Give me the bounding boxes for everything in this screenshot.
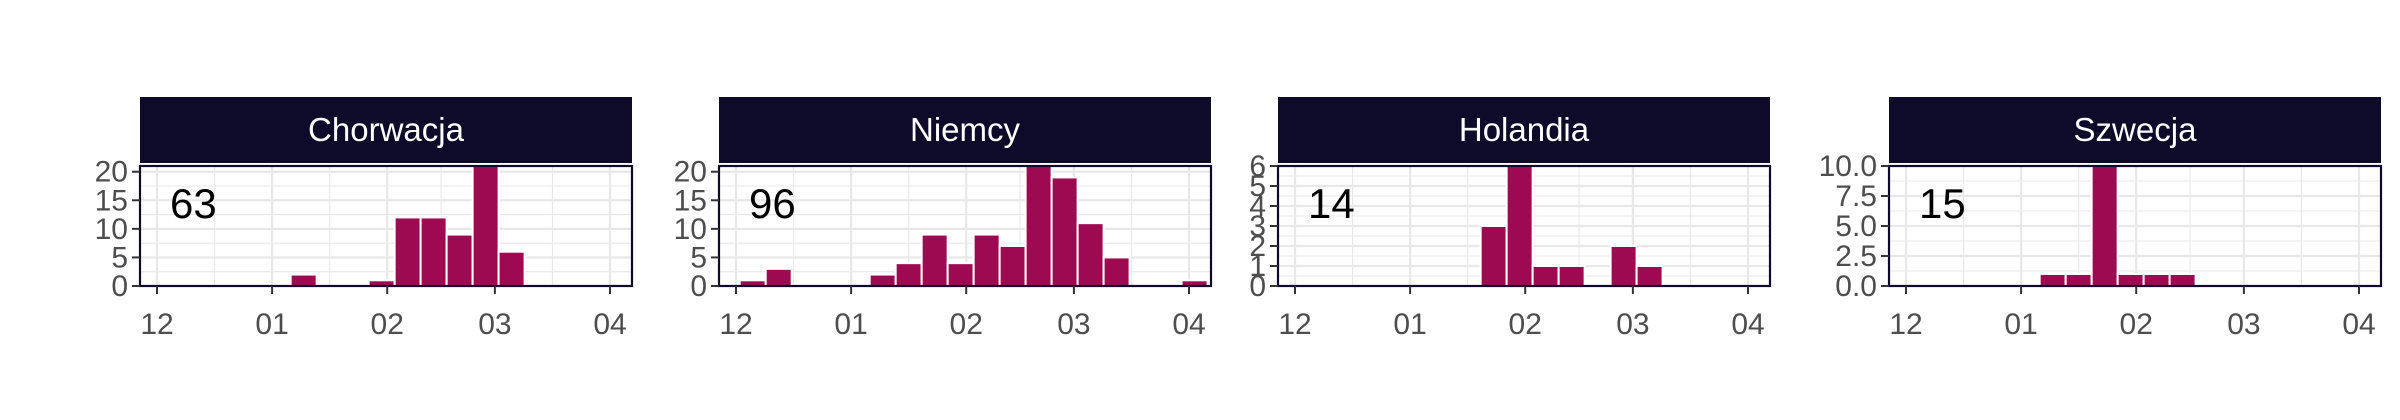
y-tick-label: 7.5 xyxy=(1835,180,1877,213)
x-tick-label: 02 xyxy=(1509,308,1542,341)
y-tick-label: 5 xyxy=(690,241,707,274)
grid-lines xyxy=(1278,166,1770,286)
bar-series xyxy=(1479,166,1664,286)
x-tick-label: 01 xyxy=(255,308,288,341)
x-tick-label: 12 xyxy=(719,308,752,341)
histogram-bar xyxy=(2116,273,2145,286)
y-tick-label: 1 xyxy=(1249,250,1266,283)
histogram-bar xyxy=(393,216,422,286)
x-tick-label: 01 xyxy=(834,308,867,341)
y-tick-label: 15 xyxy=(95,184,128,217)
y-tick-label: 6 xyxy=(1249,150,1266,183)
y-tick-label: 5 xyxy=(1249,170,1266,203)
y-tick-label: 4 xyxy=(1249,190,1266,223)
bar-series xyxy=(738,166,1209,286)
x-tick-label: 04 xyxy=(593,308,626,341)
histogram-bar xyxy=(1024,166,1053,286)
facet-strip xyxy=(719,97,1211,163)
x-tick-label: 04 xyxy=(1731,308,1764,341)
histogram-bar xyxy=(497,250,526,286)
y-tick-label: 20 xyxy=(95,156,128,189)
histogram-bar xyxy=(2064,273,2093,286)
x-tick-label: 01 xyxy=(2004,308,2037,341)
x-tick-label: 12 xyxy=(1278,308,1311,341)
count-label: 63 xyxy=(170,180,217,227)
facet-strip xyxy=(140,97,632,163)
count-label: 96 xyxy=(749,180,796,227)
y-tick-label: 2 xyxy=(1249,230,1266,263)
x-tick-label: 12 xyxy=(1889,308,1922,341)
facet-strip xyxy=(1278,97,1770,163)
y-tick-label: 5.0 xyxy=(1835,210,1877,243)
bar-series xyxy=(289,166,526,286)
histogram-bar xyxy=(1557,265,1586,286)
histogram-bar xyxy=(1505,166,1534,286)
histogram-bar xyxy=(289,273,318,286)
y-tick-label: 3 xyxy=(1249,210,1266,243)
y-tick-label: 10 xyxy=(95,213,128,246)
y-tick-label: 5 xyxy=(111,241,128,274)
y-tick-label: 0 xyxy=(690,270,707,303)
y-tick-label: 0 xyxy=(1249,270,1266,303)
facet-strip xyxy=(1889,97,2381,163)
count-label: 15 xyxy=(1919,180,1966,227)
bar-series xyxy=(2038,166,2197,286)
histogram-bar xyxy=(471,166,500,286)
histogram-bar xyxy=(2142,273,2171,286)
histogram-bar xyxy=(1102,256,1131,286)
x-tick-label: 03 xyxy=(478,308,511,341)
facet-title: Szwecja xyxy=(2074,111,2198,148)
histogram-bar xyxy=(1076,222,1105,286)
panel-border xyxy=(717,164,1213,288)
facet-panel-3: Szwecja 15 0.02.55.07.510.0 12 01 02 03 04 xyxy=(1819,97,2383,341)
panel-border xyxy=(138,164,634,288)
histogram-bar xyxy=(946,262,975,286)
histogram-bar xyxy=(920,233,949,286)
facet-title: Niemcy xyxy=(910,111,1021,148)
grid-lines xyxy=(1889,166,2381,286)
facet-title: Chorwacja xyxy=(308,111,465,148)
histogram-bar xyxy=(1609,245,1638,286)
y-tick-label: 15 xyxy=(674,184,707,217)
y-tick-label: 0.0 xyxy=(1835,270,1877,303)
histogram-bar xyxy=(868,273,897,286)
y-tick-label: 10 xyxy=(674,213,707,246)
histogram-bar xyxy=(972,233,1001,286)
x-tick-label: 02 xyxy=(2120,308,2153,341)
x-tick-label: 04 xyxy=(2342,308,2375,341)
histogram-bar xyxy=(2038,273,2067,286)
y-tick-label: 2.5 xyxy=(1835,240,1877,273)
histogram-bar xyxy=(764,267,793,286)
histogram-bar xyxy=(1050,176,1079,286)
histogram-bar xyxy=(894,262,923,286)
histogram-bar xyxy=(2168,273,2197,286)
x-tick-label: 03 xyxy=(1057,308,1090,341)
histogram-bar xyxy=(1531,265,1560,286)
y-tick-label: 20 xyxy=(674,156,707,189)
histogram-bar xyxy=(998,245,1027,286)
histogram-bar xyxy=(2090,166,2119,286)
x-tick-label: 02 xyxy=(371,308,404,341)
x-tick-label: 04 xyxy=(1172,308,1205,341)
histogram-bar xyxy=(445,233,474,286)
histogram-bar xyxy=(1479,225,1508,286)
histogram-bar xyxy=(1635,265,1664,286)
x-tick-label: 01 xyxy=(1393,308,1426,341)
y-tick-label: 0 xyxy=(111,270,128,303)
x-tick-label: 12 xyxy=(140,308,173,341)
x-tick-label: 02 xyxy=(950,308,983,341)
x-tick-label: 03 xyxy=(2227,308,2260,341)
y-tick-label: 10.0 xyxy=(1819,150,1877,183)
count-label: 14 xyxy=(1308,180,1355,227)
facet-title: Holandia xyxy=(1459,111,1590,148)
x-tick-label: 03 xyxy=(1616,308,1649,341)
histogram-bar xyxy=(419,216,448,286)
